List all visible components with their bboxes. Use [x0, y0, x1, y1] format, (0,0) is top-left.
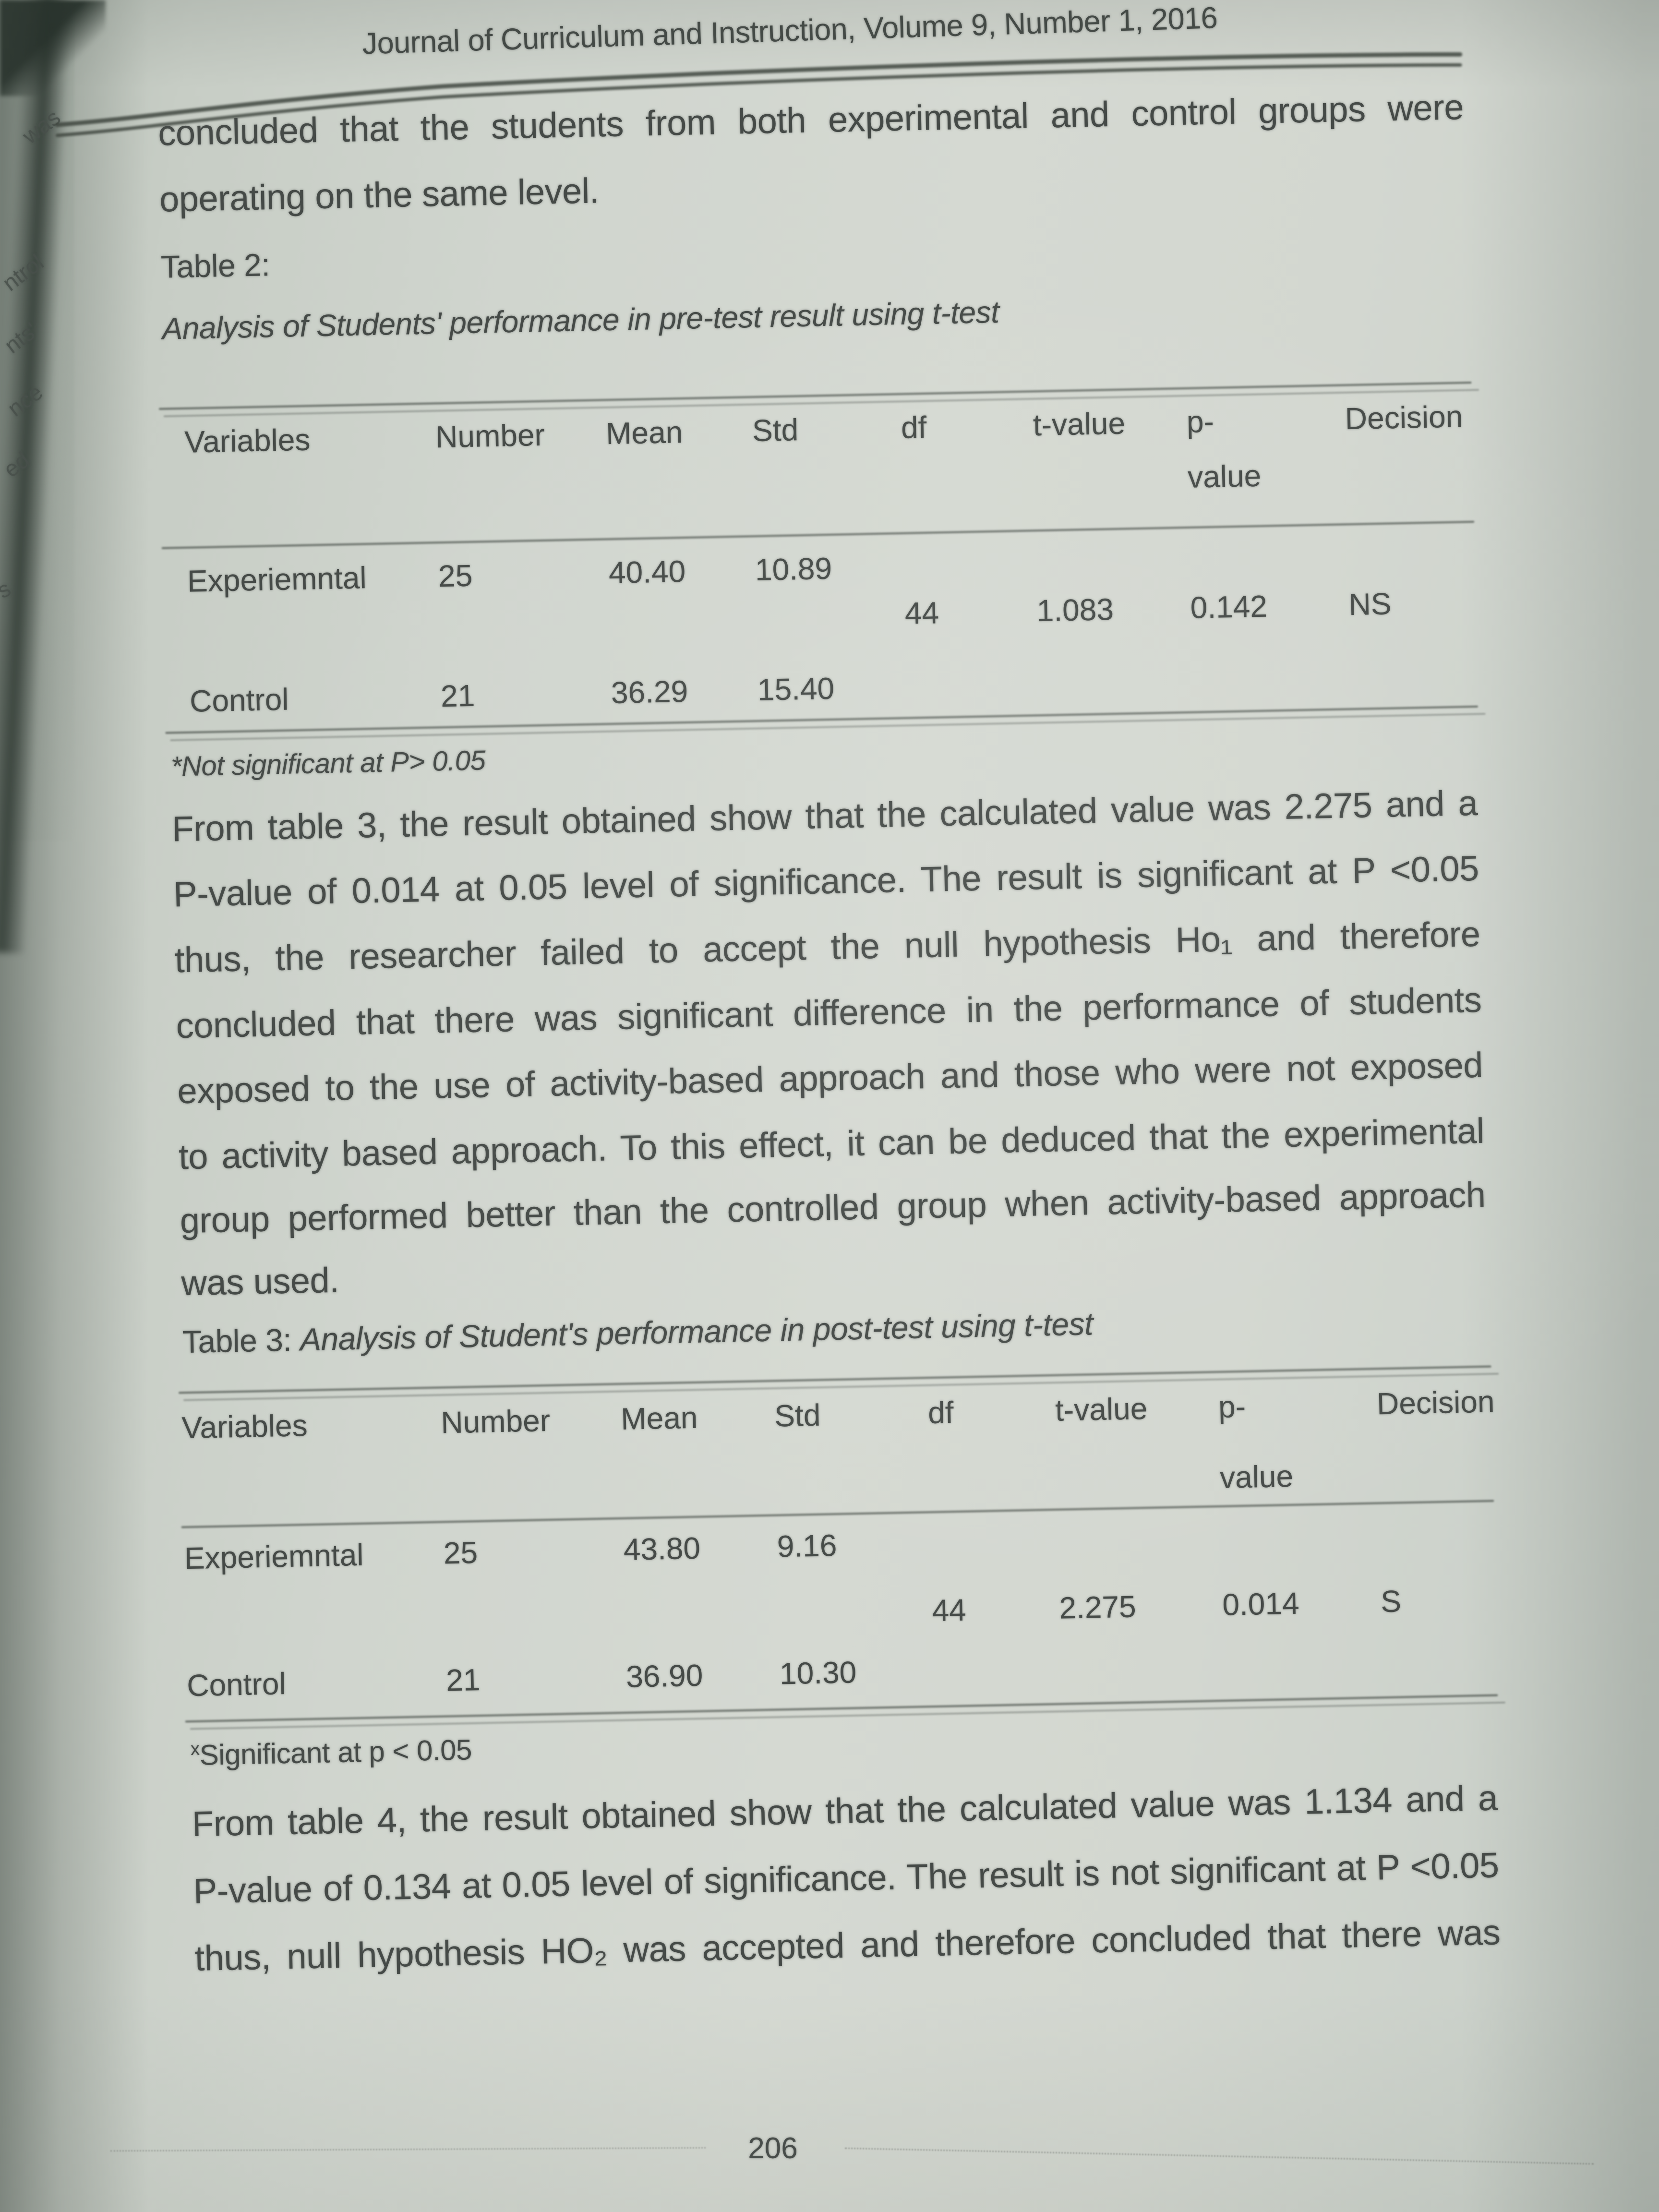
column-header-decision: Decision — [1376, 1384, 1495, 1421]
column-header-t-value: t-value — [1055, 1391, 1148, 1428]
table3-footnote: xSignificant at p < 0.05 — [190, 1711, 1496, 1774]
cell-mean: 36.90 — [625, 1658, 703, 1694]
paragraph-line: operating on the same level. — [159, 170, 600, 219]
paragraph-line: concluded that there was significant dif… — [175, 979, 1482, 1046]
paragraph-line: was used. — [180, 1260, 339, 1303]
column-header-df: df — [901, 409, 927, 445]
column-header-p-value-line2: value — [1187, 458, 1262, 494]
cell-number: 25 — [443, 1535, 478, 1571]
cell-df: 44 — [931, 1592, 967, 1628]
cell-std: 10.89 — [755, 551, 832, 588]
table3-row-statistics: 44 2.275 0.014 S — [173, 1581, 1508, 1652]
column-header-std: Std — [774, 1397, 821, 1433]
footnote-text: Significant at p < 0.05 — [199, 1733, 472, 1771]
paragraph-line: P-value of 0.014 at 0.05 level of signif… — [173, 848, 1479, 914]
cell-std: 10.30 — [779, 1655, 857, 1691]
table2-caption: Analysis of Students' performance in pre… — [161, 294, 1000, 346]
cell-variable: Experiemntal — [184, 1537, 364, 1576]
cell-number: 21 — [445, 1662, 481, 1698]
paragraph-line: thus, null hypothesis HO₂ was accepted a… — [194, 1912, 1501, 1979]
cell-decision: NS — [1348, 586, 1392, 622]
cell-variable: Control — [186, 1666, 287, 1703]
column-header-mean: Mean — [620, 1400, 698, 1436]
cell-p-value: 0.014 — [1222, 1586, 1300, 1622]
cell-std: 9.16 — [777, 1528, 838, 1564]
footnote-marker: x — [190, 1739, 200, 1760]
column-header-p-value-line2: value — [1219, 1458, 1294, 1495]
paragraph-line: P-value of 0.134 at 0.05 level of signif… — [193, 1845, 1500, 1911]
paragraph-line: exposed to the use of activity-based app… — [177, 1045, 1483, 1111]
cell-std: 15.40 — [757, 671, 835, 707]
column-header-mean: Mean — [605, 415, 683, 451]
column-header-number: Number — [435, 417, 545, 455]
column-header-p-value: p- — [1218, 1389, 1246, 1425]
table3-label: Table 3: — [182, 1322, 292, 1360]
cell-number: 21 — [440, 678, 475, 714]
column-header-number: Number — [440, 1403, 551, 1440]
column-header-df: df — [927, 1395, 954, 1431]
table2-label: Table 2: — [160, 247, 270, 285]
table3-row-control: Control 21 36.90 10.30 — [175, 1641, 1510, 1712]
paragraph-line: group performed better than the controll… — [180, 1174, 1486, 1241]
column-header-decision: Decision — [1345, 399, 1463, 436]
table3-row-experimental: Experiemntal 25 43.80 9.16 — [172, 1514, 1507, 1585]
page-content: Journal of Curriculum and Instruction, V… — [55, 0, 1520, 2212]
cell-df: 44 — [904, 595, 939, 631]
book-gutter-shadow — [0, 0, 149, 2212]
column-header-variables: Variables — [184, 422, 311, 459]
column-header-t-value: t-value — [1033, 406, 1126, 443]
page-number: 206 — [748, 2132, 798, 2165]
cell-variable: Control — [189, 682, 289, 719]
header-double-rule — [55, 52, 1463, 137]
paragraph-line: From table 4, the result obtained show t… — [192, 1778, 1498, 1844]
table3-header-row: Variables Number Mean Std df t-value p- … — [169, 1383, 1504, 1455]
paragraph-line: thus, the researcher failed to accept th… — [174, 914, 1481, 980]
cell-p-value: 0.142 — [1190, 589, 1268, 625]
table2-footnote: *Not significant at P> 0.05 — [170, 745, 486, 782]
column-header-std: Std — [752, 412, 799, 448]
cell-mean: 40.40 — [608, 553, 686, 590]
column-header-variables: Variables — [181, 1408, 308, 1445]
column-header-p-value: p- — [1186, 404, 1214, 439]
table3-caption: Analysis of Student's performance in pos… — [300, 1306, 1094, 1358]
cell-number: 25 — [438, 558, 473, 594]
paragraph-line: From table 3, the result obtained show t… — [171, 782, 1478, 849]
cell-variable: Experiemntal — [187, 560, 367, 599]
cell-mean: 36.29 — [611, 673, 688, 710]
cell-decision: S — [1380, 1584, 1402, 1619]
cell-mean: 43.80 — [623, 1530, 701, 1567]
paragraph-line: to activity based approach. To this effe… — [178, 1110, 1485, 1177]
table3-caption-line: Table 3: Analysis of Student's performan… — [182, 1296, 1488, 1362]
cell-t-value: 1.083 — [1036, 592, 1114, 628]
cell-t-value: 2.275 — [1058, 1589, 1137, 1625]
